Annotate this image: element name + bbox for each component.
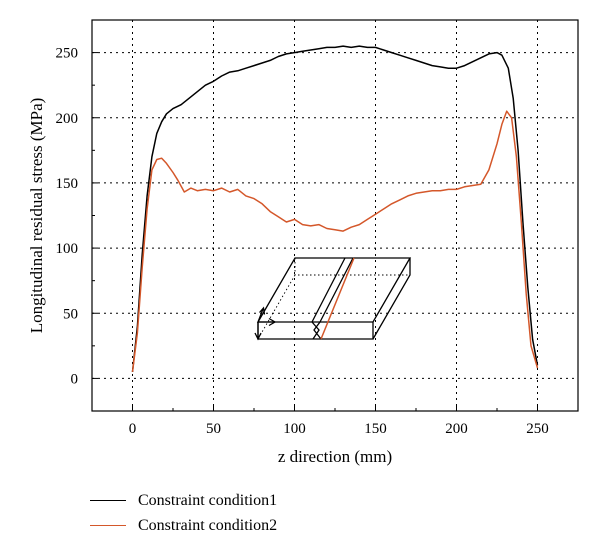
legend-swatch-series-1 xyxy=(90,500,126,501)
x-tick-label-150: 150 xyxy=(364,421,387,437)
legend-item-series-1: Constraint condition1 xyxy=(90,488,277,513)
x-tick-label-200: 200 xyxy=(445,421,468,437)
x-axis-title: z direction (mm) xyxy=(278,447,392,466)
legend-swatch-series-2 xyxy=(90,525,126,526)
y-axis-title: Longitudinal residual stress (MPa) xyxy=(27,98,46,334)
y-tick-label-150: 150 xyxy=(56,176,79,192)
x-tick-label-50: 50 xyxy=(206,421,221,437)
plate-right-face xyxy=(372,258,411,340)
weld-line-right xyxy=(319,257,354,323)
y-tick-label-0: 0 xyxy=(71,371,79,387)
y-tick-label-100: 100 xyxy=(56,241,79,257)
legend-label-series-2: Constraint condition2 xyxy=(138,516,278,534)
series-line-1 xyxy=(131,45,539,372)
axis-arrow-y-icon xyxy=(254,322,262,341)
plate-front-face xyxy=(257,322,374,340)
x-tick-label-100: 100 xyxy=(283,421,306,437)
weld-path-marker xyxy=(320,257,355,340)
legend-item-series-2: Constraint condition2 xyxy=(90,513,277,538)
plate-hidden-edges xyxy=(257,258,410,340)
axis-arrow-z-icon xyxy=(257,306,266,323)
y-tick-label-250: 250 xyxy=(56,46,79,62)
legend: Constraint condition1 Constraint conditi… xyxy=(90,488,277,538)
plate-top-face xyxy=(256,257,412,323)
x-tick-label-250: 250 xyxy=(526,421,549,437)
x-tick-label-0: 0 xyxy=(129,421,137,437)
axis-arrow-x-icon xyxy=(258,317,277,327)
grid xyxy=(92,20,578,411)
ticks xyxy=(91,19,579,412)
weld-front-notch xyxy=(311,321,322,340)
plate-schematic xyxy=(254,257,412,341)
legend-label-series-1: Constraint condition1 xyxy=(138,491,278,509)
y-tick-label-200: 200 xyxy=(56,111,79,127)
y-tick-label-50: 50 xyxy=(63,306,78,322)
plot-frame xyxy=(91,19,579,412)
tick-labels: 0 50 100 150 200 250 0 50 100 150 200 250 xyxy=(56,46,549,437)
series-layer xyxy=(131,45,539,372)
weld-line-left xyxy=(311,257,346,323)
series-line-2 xyxy=(131,110,539,372)
